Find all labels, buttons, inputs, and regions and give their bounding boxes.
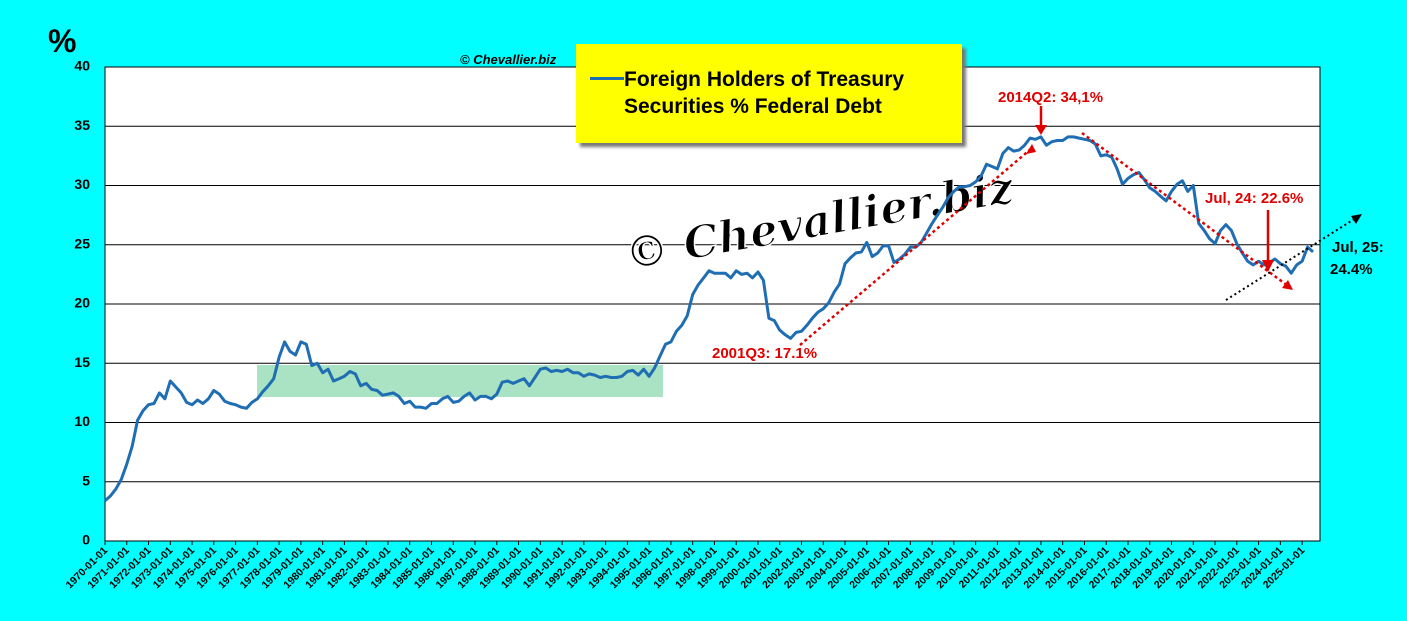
y-tick-label: 5 [82,472,90,488]
legend-swatch [590,77,624,80]
arrow-head [1026,144,1036,154]
watermark: © Chevallier.biz [460,52,557,67]
y-axis-label: % [48,23,76,59]
y-tick-label: 25 [74,235,90,251]
trend-line [1081,131,1289,288]
arrow-head [1035,125,1047,135]
y-tick-label: 0 [82,532,90,548]
legend-label: Foreign Holders of Treasury Securities %… [624,68,905,118]
y-tick-label: 35 [74,117,90,133]
highlight-box [257,365,663,397]
series-line [104,135,1314,502]
trend-line [799,147,1033,346]
annotation: 2001Q3: 17.1% [712,345,817,362]
y-tick-label: 15 [74,354,90,370]
legend: Foreign Holders of Treasury Securities %… [576,44,962,143]
annotation: Jul, 25: [1332,239,1384,256]
annotation: 2014Q2: 34,1% [998,89,1103,106]
annotation: Jul, 24: 22.6% [1205,190,1303,207]
y-tick-label: 20 [74,295,90,311]
y-tick-label: 10 [74,413,90,429]
trend-line [1225,217,1357,301]
arrow-head [1262,260,1274,272]
y-tick-label: 40 [74,58,90,74]
annotation: 24.4% [1330,261,1373,278]
arrow-head [1351,214,1362,224]
arrow-head [1282,280,1293,290]
y-tick-label: 30 [74,176,90,192]
